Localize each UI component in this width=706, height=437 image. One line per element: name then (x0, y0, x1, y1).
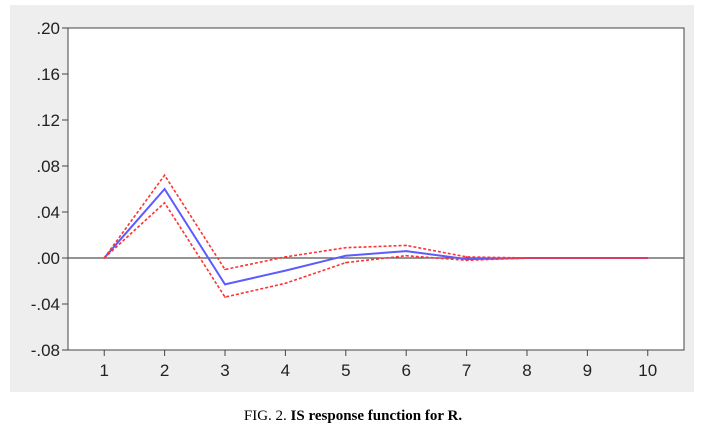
data-point (526, 257, 528, 259)
y-tick-label: -.08 (31, 341, 60, 360)
data-point (345, 261, 347, 264)
x-axis: 1 2 3 4 5 6 7 8 9 10 (100, 350, 657, 380)
plot-area (67, 27, 685, 351)
data-point (345, 246, 347, 249)
chart: -.08 -.04 .00 .04 .08 .12 .16 .20 1 2 3 4 5 6 7 8 9 10 (10, 5, 694, 392)
y-axis: -.08 -.04 .00 .04 .08 .12 .16 .20 (31, 19, 68, 360)
y-tick-label: .20 (36, 19, 60, 38)
y-tick-label: -.04 (31, 295, 60, 314)
y-tick-label: .04 (36, 203, 60, 222)
data-point (284, 269, 287, 272)
data-point (646, 257, 649, 259)
data-point (163, 202, 166, 204)
data-point (345, 254, 347, 257)
x-tick-label: 2 (160, 361, 169, 380)
data-point (284, 256, 287, 258)
x-tick-label: 8 (522, 361, 531, 380)
data-point (465, 259, 468, 262)
data-point (224, 296, 226, 298)
data-point (405, 250, 407, 252)
data-point (586, 257, 589, 259)
data-point (284, 282, 287, 285)
figure-caption: FIG. 2. IS response function for R. (0, 408, 706, 425)
data-point (103, 257, 106, 259)
x-tick-label: 7 (462, 361, 471, 380)
data-point (465, 256, 468, 258)
x-tick-label: 5 (341, 361, 350, 380)
y-tick-label: .16 (36, 65, 60, 84)
x-tick-label: 10 (638, 361, 657, 380)
data-point (405, 244, 407, 247)
x-tick-label: 6 (401, 361, 410, 380)
x-tick-label: 9 (583, 361, 592, 380)
series-line-2 (103, 173, 648, 271)
x-tick-label: 3 (220, 361, 229, 380)
y-tick-label: .00 (36, 249, 60, 268)
x-tick-label: 1 (100, 361, 109, 380)
data-point (224, 283, 226, 286)
y-tick-label: .08 (36, 157, 60, 176)
y-tick-label: .12 (36, 111, 60, 130)
series-line-3 (103, 201, 648, 299)
caption-prefix: FIG. 2. (243, 408, 291, 424)
series-layer (103, 173, 649, 299)
data-point (163, 174, 166, 176)
data-point (224, 268, 226, 271)
caption-title: IS response function for R. (290, 408, 463, 424)
data-point (163, 188, 166, 190)
data-point (405, 254, 407, 257)
x-tick-label: 4 (281, 361, 290, 380)
